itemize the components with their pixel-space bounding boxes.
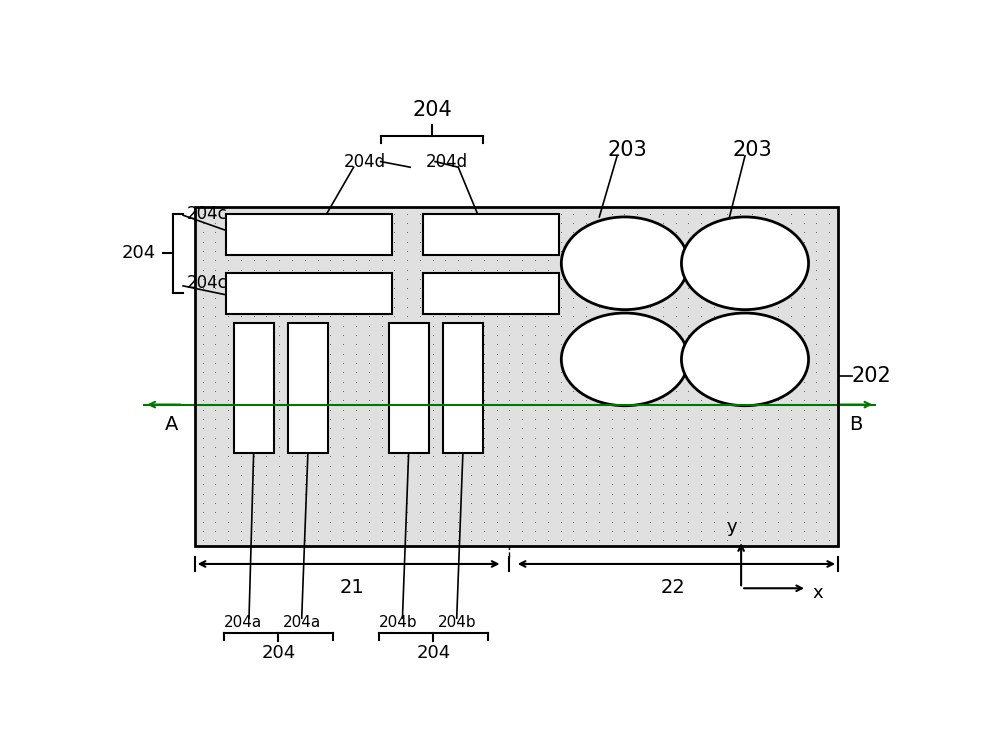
Text: 204d: 204d [344,153,386,170]
Text: 202: 202 [852,366,892,386]
Bar [388,323,429,453]
Bar [443,323,483,453]
Text: 204c: 204c [187,274,228,292]
Text: 204: 204 [416,644,451,661]
Text: 204: 204 [122,244,156,262]
Text: 21: 21 [339,578,364,597]
Bar [423,214,559,255]
Circle shape [561,313,688,406]
Text: B: B [849,415,863,434]
Bar [423,274,559,314]
Text: 204: 204 [261,644,296,661]
Bar [195,207,838,546]
Circle shape [681,217,809,310]
Text: 203: 203 [733,140,773,160]
Text: 204a: 204a [224,615,262,630]
Text: 204c: 204c [187,205,228,222]
Text: A: A [165,415,178,434]
Bar [226,274,392,314]
Circle shape [561,217,688,310]
Bar [234,323,274,453]
Text: 204d: 204d [426,153,468,170]
Text: 203: 203 [607,140,647,160]
Text: 204: 204 [412,101,452,120]
Circle shape [681,313,809,406]
Text: 204b: 204b [378,615,417,630]
Bar [195,207,838,546]
Text: 204a: 204a [283,615,321,630]
Bar [226,214,392,255]
Text: 204b: 204b [437,615,476,630]
Text: y: y [727,518,737,537]
Text: 22: 22 [661,578,686,597]
Text: x: x [812,584,823,602]
Bar [288,323,328,453]
